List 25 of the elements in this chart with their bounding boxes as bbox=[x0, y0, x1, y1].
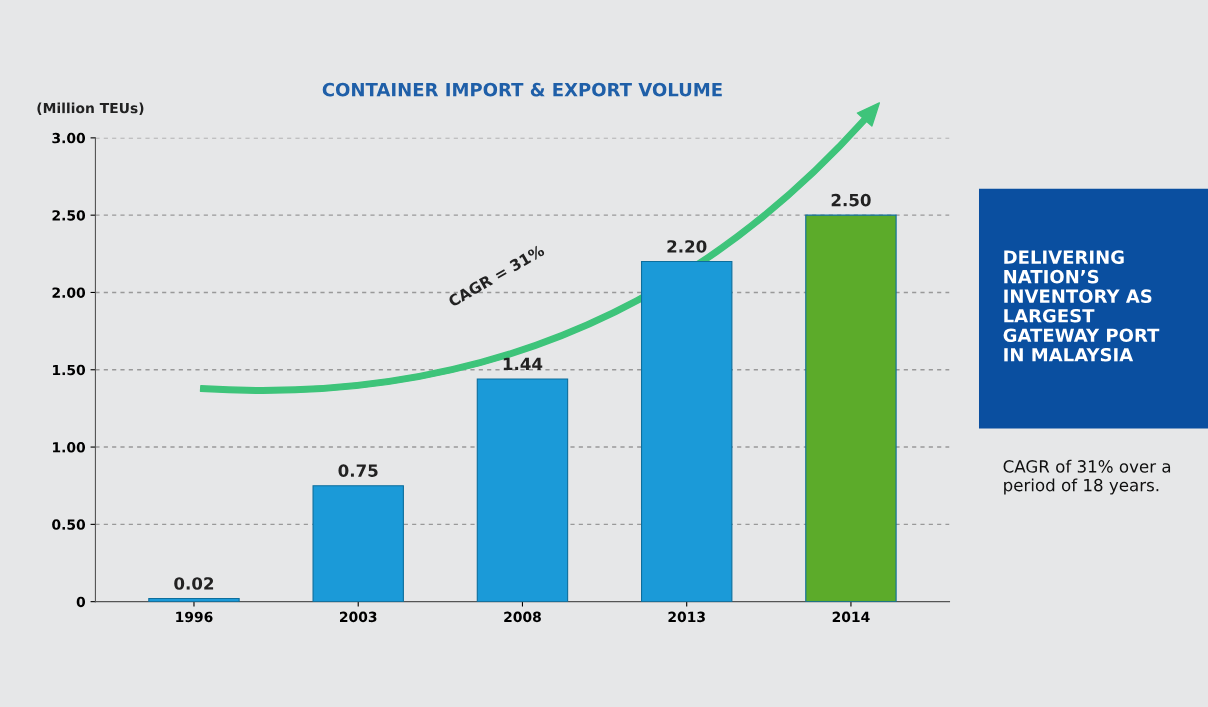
y-tick-label: 0.50 bbox=[52, 519, 86, 530]
bar bbox=[640, 260, 733, 602]
data-label: 0.02 bbox=[174, 577, 214, 590]
y-tick-label: 0 bbox=[76, 596, 86, 608]
y-tick-label: 1.00 bbox=[53, 442, 86, 453]
data-label: 0.75 bbox=[338, 464, 378, 477]
x-tick-label: 2014 bbox=[832, 611, 870, 623]
data-label: 2.20 bbox=[667, 240, 707, 253]
y-tick-label: 2.50 bbox=[52, 210, 86, 221]
data-label: 1.44 bbox=[503, 357, 543, 371]
x-tick-label: 2003 bbox=[339, 611, 377, 623]
x-tick-label: 2013 bbox=[668, 611, 705, 623]
y-tick-label: 1.50 bbox=[53, 364, 86, 376]
text: DELIVERING NATION’S INVENTORY AS LARGEST GATEWAY PORT IN MALAYSIA bbox=[1003, 250, 1160, 362]
y-tick-label: 3.00 bbox=[52, 132, 86, 144]
bar bbox=[805, 214, 897, 602]
data-label: 2.50 bbox=[831, 193, 871, 207]
x-tick-label: 1996 bbox=[176, 611, 213, 623]
chart-title: CONTAINER IMPORT & EXPORT VOLUME bbox=[322, 82, 722, 97]
x-tick-label: 2008 bbox=[504, 611, 541, 623]
bar bbox=[476, 378, 569, 602]
y-axis-title: (Million TEUs) bbox=[37, 102, 144, 115]
text: CAGR of 31% over a period of 18 years. bbox=[1003, 459, 1171, 495]
bar bbox=[312, 485, 404, 602]
y-tick-label: 2.00 bbox=[52, 287, 86, 298]
